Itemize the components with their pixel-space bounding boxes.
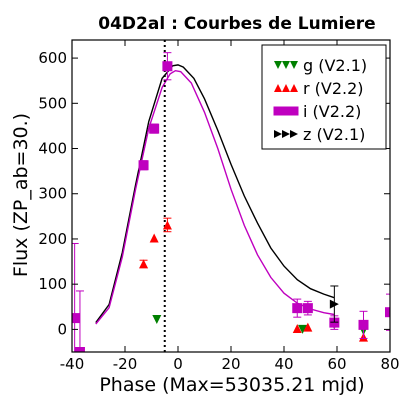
data-point-r <box>162 220 172 230</box>
data-point-i <box>302 303 313 314</box>
legend-marker <box>290 61 298 69</box>
x-tick-label: 40 <box>274 355 293 373</box>
legend-marker <box>273 106 283 116</box>
data-point-r <box>139 259 149 269</box>
legend-marker <box>282 61 290 69</box>
y-tick-label: 100 <box>38 275 67 293</box>
legend-label: i (V2.2) <box>303 102 361 121</box>
legend-label: z (V2.1) <box>303 125 365 144</box>
data-point-i <box>292 303 303 314</box>
data-point-i <box>138 160 149 171</box>
data-point-r <box>292 323 302 333</box>
legend-marker <box>274 84 282 92</box>
x-tick-label: 20 <box>221 355 240 373</box>
data-point-z <box>329 299 339 309</box>
x-tick-label: 0 <box>173 355 183 373</box>
data-point-i <box>149 123 160 134</box>
legend-marker <box>274 61 282 69</box>
legend-marker <box>274 130 282 138</box>
y-tick-label: 0 <box>57 320 67 338</box>
chart-title: 04D2al : Courbes de Lumiere <box>98 14 375 34</box>
y-tick-label: 600 <box>38 49 67 67</box>
legend-marker <box>282 130 290 138</box>
x-axis-label: Phase (Max=53035.21 mjd) <box>99 374 364 396</box>
legend-label: g (V2.1) <box>303 56 367 75</box>
x-tick-label: -40 <box>60 355 85 373</box>
x-tick-label: 80 <box>380 355 399 373</box>
data-point-i <box>162 61 173 72</box>
legend-marker <box>281 106 291 116</box>
data-point-i <box>74 347 85 352</box>
y-tick-label: 300 <box>38 185 67 203</box>
data-point-i <box>72 313 80 324</box>
data-point-r <box>303 322 313 332</box>
data-point-g <box>298 324 308 334</box>
y-tick-label: 400 <box>38 140 67 158</box>
legend-marker <box>282 84 290 92</box>
data-point-i <box>385 307 390 318</box>
data-point-g <box>152 314 162 324</box>
legend-marker <box>289 106 299 116</box>
legend-marker <box>290 84 298 92</box>
data-point-r <box>149 233 159 243</box>
data-point-i <box>358 319 369 330</box>
legend-marker <box>290 130 298 138</box>
legend-label: r (V2.2) <box>303 79 364 98</box>
x-tick-label: -20 <box>113 355 138 373</box>
plot-area: -40 -20 0 20 40 60 80 0 100 200 300 400 500 600 <box>38 39 400 373</box>
y-axis-label: Flux (ZP_ab=30.) <box>10 113 32 277</box>
x-tick-label: 60 <box>327 355 346 373</box>
y-tick-label: 200 <box>38 230 67 248</box>
legend: g (V2.1) r (V2.2) i (V2.2) z (V2.1) <box>261 44 387 150</box>
plot-clipped-layer <box>72 40 390 352</box>
y-tick-label: 500 <box>38 94 67 112</box>
